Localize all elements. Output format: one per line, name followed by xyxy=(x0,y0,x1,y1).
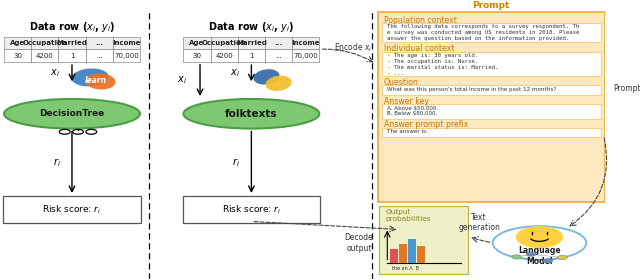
FancyBboxPatch shape xyxy=(3,196,141,223)
Text: Married: Married xyxy=(236,40,267,46)
Text: Population context: Population context xyxy=(383,15,456,25)
Text: Text
generation: Text generation xyxy=(458,213,500,232)
Text: Risk score: $r_i$: Risk score: $r_i$ xyxy=(42,203,102,216)
Text: $x_i$: $x_i$ xyxy=(230,67,239,79)
Text: Language
Model: Language Model xyxy=(518,246,561,266)
Text: ...: ... xyxy=(275,40,283,46)
Text: Data row ($x_i$, $y_i$): Data row ($x_i$, $y_i$) xyxy=(29,20,115,34)
FancyBboxPatch shape xyxy=(113,37,140,50)
Text: Prompt: Prompt xyxy=(613,84,640,93)
FancyBboxPatch shape xyxy=(292,37,319,50)
FancyBboxPatch shape xyxy=(182,196,320,223)
FancyBboxPatch shape xyxy=(113,50,140,62)
Text: Occupation: Occupation xyxy=(202,40,246,46)
Text: Output
probabilities: Output probabilities xyxy=(385,209,431,222)
Text: Occupation: Occupation xyxy=(22,40,67,46)
Text: ...: ... xyxy=(96,53,102,59)
FancyBboxPatch shape xyxy=(379,206,468,274)
Circle shape xyxy=(512,255,522,259)
FancyBboxPatch shape xyxy=(238,50,265,62)
Text: What was this person's total income in the past 12 months?: What was this person's total income in t… xyxy=(387,87,557,92)
Text: 30: 30 xyxy=(193,53,202,59)
Text: 4200: 4200 xyxy=(215,53,233,59)
Ellipse shape xyxy=(253,69,280,85)
FancyBboxPatch shape xyxy=(31,50,58,62)
FancyBboxPatch shape xyxy=(408,239,415,263)
Circle shape xyxy=(526,252,536,256)
Text: the an A  B: the an A B xyxy=(392,266,419,271)
FancyBboxPatch shape xyxy=(292,50,319,62)
Text: ...: ... xyxy=(275,53,282,59)
FancyBboxPatch shape xyxy=(58,37,86,50)
FancyBboxPatch shape xyxy=(184,50,211,62)
FancyBboxPatch shape xyxy=(211,50,238,62)
Text: Age: Age xyxy=(189,40,205,46)
Text: Decode
output: Decode output xyxy=(344,233,373,253)
Ellipse shape xyxy=(493,226,586,260)
Ellipse shape xyxy=(72,68,109,87)
Text: 70,000: 70,000 xyxy=(114,53,139,59)
Text: The following data corresponds to a survey respondent. Th
e survey was conducted: The following data corresponds to a surv… xyxy=(387,24,580,41)
FancyBboxPatch shape xyxy=(31,37,58,50)
Text: $r_i$: $r_i$ xyxy=(232,156,240,169)
Ellipse shape xyxy=(4,99,140,129)
FancyBboxPatch shape xyxy=(382,52,600,76)
Text: 1: 1 xyxy=(249,53,253,59)
FancyBboxPatch shape xyxy=(382,23,600,43)
FancyBboxPatch shape xyxy=(265,50,292,62)
Text: $x_i$: $x_i$ xyxy=(50,67,60,79)
FancyBboxPatch shape xyxy=(211,37,238,50)
Text: folktexts: folktexts xyxy=(225,109,278,119)
FancyBboxPatch shape xyxy=(378,12,605,202)
Circle shape xyxy=(543,258,553,263)
Text: Question: Question xyxy=(383,78,419,87)
Circle shape xyxy=(557,255,567,260)
FancyBboxPatch shape xyxy=(382,104,600,119)
FancyBboxPatch shape xyxy=(86,50,113,62)
Text: Data row ($x_i$, $y_i$): Data row ($x_i$, $y_i$) xyxy=(208,20,294,34)
FancyBboxPatch shape xyxy=(238,37,265,50)
FancyBboxPatch shape xyxy=(390,249,397,263)
FancyBboxPatch shape xyxy=(382,128,600,137)
Text: Married: Married xyxy=(56,40,88,46)
Text: Answer prompt prefix: Answer prompt prefix xyxy=(383,120,468,129)
Text: Income: Income xyxy=(291,40,320,46)
Text: The answer is:: The answer is: xyxy=(387,129,428,134)
Text: Age: Age xyxy=(10,40,25,46)
FancyBboxPatch shape xyxy=(184,37,211,50)
FancyBboxPatch shape xyxy=(417,246,425,263)
Text: DecisionTree: DecisionTree xyxy=(39,109,104,118)
Text: Encode $x_i$: Encode $x_i$ xyxy=(333,41,372,53)
Text: A. Above $50,000.
B. Below $80,000.: A. Above $50,000. B. Below $80,000. xyxy=(387,106,438,116)
Text: 70,000: 70,000 xyxy=(293,53,318,59)
FancyBboxPatch shape xyxy=(399,244,406,263)
Text: ...: ... xyxy=(95,40,103,46)
Text: 1: 1 xyxy=(70,53,74,59)
Text: Prompt: Prompt xyxy=(472,1,510,10)
FancyBboxPatch shape xyxy=(58,50,86,62)
FancyBboxPatch shape xyxy=(4,37,31,50)
FancyBboxPatch shape xyxy=(265,37,292,50)
Text: Risk score: $r_i$: Risk score: $r_i$ xyxy=(221,203,281,216)
Text: $r_i$: $r_i$ xyxy=(53,156,61,169)
FancyBboxPatch shape xyxy=(382,85,600,95)
FancyBboxPatch shape xyxy=(4,50,31,62)
Circle shape xyxy=(516,227,563,247)
Ellipse shape xyxy=(266,76,292,91)
FancyBboxPatch shape xyxy=(86,37,113,50)
Text: learn: learn xyxy=(84,76,106,85)
Text: 30: 30 xyxy=(13,53,22,59)
Text: $x_i$: $x_i$ xyxy=(177,74,187,86)
Text: - The age is: 30 years old.
- The occupation is: Nurse.
- The marital status is:: - The age is: 30 years old. - The occupa… xyxy=(387,53,499,76)
Ellipse shape xyxy=(184,99,319,129)
Text: Answer key: Answer key xyxy=(383,97,429,106)
Ellipse shape xyxy=(85,73,116,90)
Text: Individual context: Individual context xyxy=(383,44,454,53)
Text: Income: Income xyxy=(112,40,141,46)
Text: 4200: 4200 xyxy=(36,53,54,59)
